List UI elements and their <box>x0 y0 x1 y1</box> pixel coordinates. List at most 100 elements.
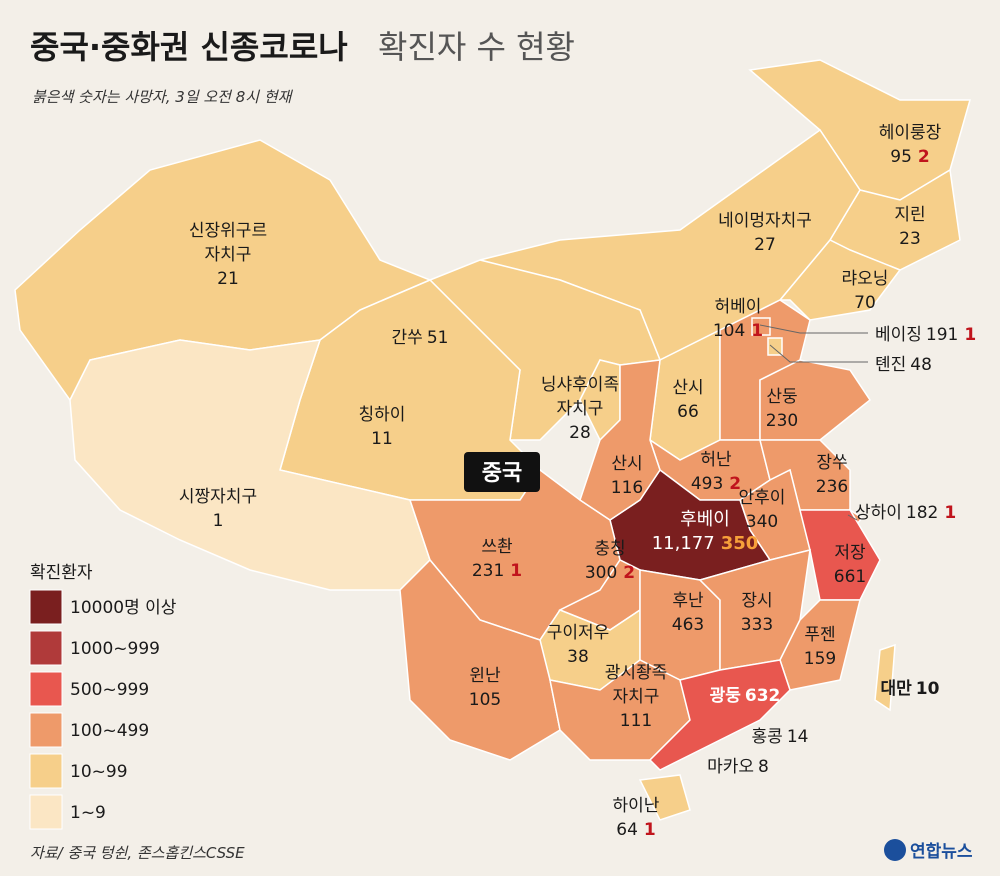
region-cases: 493 <box>691 474 723 494</box>
region-label: 랴오닝 70 <box>842 269 889 313</box>
region-cases: 105 <box>469 690 501 710</box>
region-name: 홍콩 <box>752 727 783 747</box>
region-name: 네이멍자치구 <box>718 211 812 231</box>
region-name: 칭하이 <box>359 405 406 425</box>
region-deaths: 2 <box>623 563 635 583</box>
callouts <box>759 324 868 521</box>
region-label: 상하이 182 1 <box>855 503 956 523</box>
region-name: 구이저우 <box>547 623 610 643</box>
region-name: 랴오닝 <box>842 269 889 289</box>
region-cases: 104 <box>713 321 745 341</box>
region-deaths: 1 <box>964 325 976 345</box>
region-name: 자치구 <box>205 245 252 265</box>
region-deaths: 2 <box>918 147 930 167</box>
region-cases: 333 <box>741 615 773 635</box>
region-cases: 70 <box>854 293 876 313</box>
region-deaths: 1 <box>944 503 956 523</box>
legend-title: 확진환자 <box>30 563 93 583</box>
region-name: 안후이 <box>739 488 786 508</box>
logo: 연합뉴스 <box>910 841 973 862</box>
region-name: 대만 <box>881 679 913 699</box>
region-cases: 23 <box>899 229 921 249</box>
legend-swatch <box>29 712 63 748</box>
region-label: 칭하이 11 <box>359 405 406 449</box>
region-cases: 21 <box>217 269 239 289</box>
region-name: 지린 <box>894 205 925 225</box>
region-name: 헤이룽장 <box>879 123 942 143</box>
region-label: 네이멍자치구 27 <box>718 211 812 255</box>
region-deaths: 1 <box>644 820 656 840</box>
province <box>778 239 902 321</box>
region-label: 지린 23 <box>894 205 925 249</box>
legend-label: 1~9 <box>70 803 106 823</box>
region-label: 간쑤 51 <box>392 328 449 348</box>
region-name: 자치구 <box>613 687 660 707</box>
legend: 10000명 이상 1000~999 500~999 100~499 10~99 1~9 <box>29 589 177 830</box>
legend-swatch <box>29 794 63 830</box>
province <box>579 359 661 521</box>
region-name: 윈난 <box>469 666 501 686</box>
region-cases: 95 <box>890 147 912 167</box>
region-name: 충칭 <box>594 539 625 559</box>
region-label: 신장위구르 자치구 21 <box>189 221 267 289</box>
region-cases: 236 <box>816 477 848 497</box>
region-cases: 11 <box>371 429 393 449</box>
region-label: 시짱자치구 1 <box>179 487 257 531</box>
region-label: 톈진 48 <box>875 355 932 375</box>
legend-swatch <box>29 671 63 707</box>
region-name: 장시 <box>741 591 772 611</box>
region-name: 톈진 <box>875 355 906 375</box>
region-name: 광둥 <box>710 686 742 706</box>
region-name: 자치구 <box>557 399 604 419</box>
title-bold: 중국·중화권 신종코로나 <box>30 28 348 66</box>
province <box>751 317 771 336</box>
region-name: 닝샤후이족 <box>541 375 619 395</box>
region-name: 후베이 <box>680 509 730 530</box>
region-cases: 300 <box>585 563 617 583</box>
region-name: 산둥 <box>766 387 797 407</box>
legend-label: 100~499 <box>70 721 149 741</box>
region-name: 간쑤 <box>392 328 423 348</box>
logo-icon <box>884 839 906 861</box>
country-box <box>464 452 540 492</box>
region-name: 허난 <box>700 450 732 470</box>
region-name: 시짱자치구 <box>179 487 257 507</box>
region-cases: 1 <box>213 511 224 531</box>
callout-line <box>759 324 868 334</box>
region-label: 산시 66 <box>672 378 703 422</box>
region-cases: 14 <box>787 727 809 747</box>
region-cases: 8 <box>758 757 769 777</box>
legend-swatch <box>29 589 63 625</box>
region-label: 하이난 64 1 <box>613 796 660 840</box>
region-label: 베이징 191 1 <box>875 325 976 345</box>
region-cases: 230 <box>766 411 798 431</box>
region-label: 광둥 632 <box>710 686 781 706</box>
region-cases: 27 <box>754 235 776 255</box>
region-cases: 191 <box>926 325 958 345</box>
region-label: 헤이룽장 95 2 <box>879 123 942 167</box>
legend-label: 10~99 <box>70 762 128 782</box>
legend-swatch <box>29 753 63 789</box>
region-cases: 51 <box>427 328 449 348</box>
region-cases: 340 <box>746 512 778 532</box>
country-label: 중국 <box>482 461 522 486</box>
callout-line <box>847 514 858 521</box>
region-label: 안후이 340 <box>739 488 786 532</box>
region-name: 광시좡족 <box>605 663 668 683</box>
region-label: 산시 116 <box>611 454 643 498</box>
region-cases: 463 <box>672 615 704 635</box>
region-deaths: 1 <box>751 321 763 341</box>
region-deaths: 350 <box>721 533 759 554</box>
region-cases: 231 <box>472 561 504 581</box>
region-label: 마카오 8 <box>707 757 769 777</box>
province <box>767 337 783 356</box>
region-deaths: 2 <box>729 474 741 494</box>
region-cases: 111 <box>620 711 652 731</box>
legend-label: 1000~999 <box>70 639 160 659</box>
region-name: 산시 <box>672 378 703 398</box>
region-label: 푸젠 159 <box>804 625 836 669</box>
region-cases: 632 <box>745 686 781 706</box>
region-name: 장쑤 <box>816 453 847 473</box>
region-name: 마카오 <box>707 757 754 777</box>
region-label: 허난 493 2 <box>691 450 741 494</box>
